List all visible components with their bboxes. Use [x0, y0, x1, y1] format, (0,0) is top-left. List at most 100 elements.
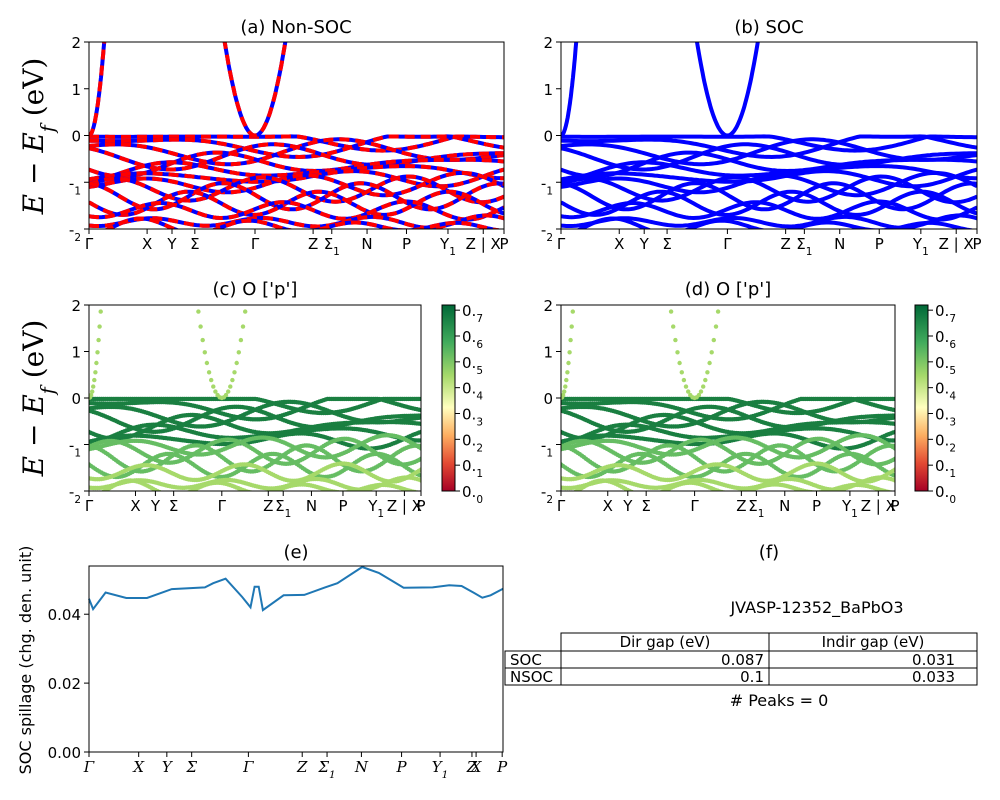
axes-frame — [88, 565, 504, 753]
band-point — [96, 337, 101, 343]
band-point — [565, 494, 569, 498]
panel-c: 210-1-2 Γ X Y Σ Γ Z Σ1 N P Y1 Z | XP — [66, 110, 426, 520]
band-point — [66, 110, 70, 114]
x-tick-label: P — [812, 497, 821, 515]
x-tick-label: P — [890, 497, 899, 515]
band-point — [418, 456, 421, 461]
band-point — [185, 490, 188, 491]
x-tick-label: Y — [162, 758, 174, 776]
subscript: 1 — [851, 508, 858, 520]
band-point — [667, 293, 671, 297]
y-tick-label: -2 — [541, 483, 553, 506]
colorbar-tick-label: 0.4 — [462, 380, 483, 403]
band-point — [573, 275, 577, 279]
x-tick-label: P — [875, 235, 884, 253]
band-point — [556, 389, 560, 393]
band-point — [234, 360, 239, 366]
x-tick-label: P — [972, 235, 981, 253]
band-line-dashed — [89, 213, 504, 229]
band-point — [892, 473, 895, 478]
band-point — [236, 350, 241, 355]
subscript: 3 — [949, 417, 956, 429]
band-point — [574, 256, 578, 260]
band-point — [67, 138, 71, 142]
band-point — [736, 491, 740, 495]
band-point — [101, 275, 105, 279]
band-line-dashed — [89, 174, 504, 205]
band-point — [892, 438, 895, 443]
band-point — [554, 378, 558, 382]
band-point — [681, 377, 687, 383]
band-point — [98, 309, 103, 314]
band-point — [255, 491, 259, 495]
band-point — [892, 396, 895, 402]
y-tick-label: -1 — [69, 174, 81, 197]
band-point — [703, 377, 708, 383]
band-line-dashed — [89, 134, 504, 153]
band-point — [713, 324, 719, 329]
x-tick-label: P — [499, 235, 508, 253]
band-point — [544, 256, 548, 260]
band-point — [249, 256, 253, 260]
x-tick-label: Z — [308, 235, 318, 253]
band-point — [636, 492, 640, 496]
x-tick-label: Σ — [169, 497, 178, 515]
x-tick-label: P — [416, 497, 425, 515]
band-point — [892, 443, 895, 449]
y-tick-label: 1 — [543, 81, 553, 99]
band-point — [566, 360, 571, 366]
y-tick-label: 0.04 — [48, 606, 81, 624]
x-tick-label: Σ1 — [275, 497, 291, 520]
band-point — [240, 324, 246, 329]
x-tick-label: Z | X — [861, 497, 896, 515]
subscript: 4 — [949, 391, 956, 403]
table-row-label: SOC — [510, 651, 542, 669]
band-point — [213, 389, 218, 394]
x-tick-label: Γ — [85, 497, 94, 515]
x-tick-label: P — [402, 235, 411, 253]
subscript: 2 — [74, 494, 81, 506]
band-point — [726, 491, 730, 495]
x-tick-label: Z — [296, 758, 308, 776]
band-point — [555, 384, 559, 388]
x-tick-label: Y — [639, 235, 650, 253]
band-point — [671, 324, 676, 329]
band-point — [892, 421, 895, 427]
band-point — [418, 438, 421, 443]
subscript: 1 — [442, 769, 449, 781]
table-cell: 0.087 — [721, 651, 764, 669]
y-tick-label: 2 — [71, 34, 81, 52]
band-point — [209, 377, 214, 383]
colorbar-tick-label: 0.4 — [935, 380, 956, 403]
x-tick-label: Z — [466, 758, 478, 776]
band-line — [561, 150, 977, 179]
band-point — [83, 384, 87, 388]
y-tick-label: -1 — [69, 437, 81, 460]
band-point — [701, 384, 706, 389]
band-point — [95, 493, 99, 497]
band-point — [548, 324, 552, 328]
panel-f-title: (f) — [759, 542, 779, 563]
colorbar-tick-label: 0.3 — [935, 406, 956, 429]
y-tick-label: 1 — [71, 344, 81, 362]
x-tick-label: Γ — [557, 235, 566, 253]
x-tick-label: Γ — [557, 497, 566, 515]
band-point — [564, 377, 569, 383]
subscript: 5 — [476, 365, 483, 377]
band-point — [569, 324, 574, 329]
colorbar-tick-label: 0.1 — [462, 457, 483, 480]
band-point — [164, 492, 168, 496]
band-point — [253, 491, 257, 495]
band-point — [418, 473, 421, 478]
x-tick-label: Y — [622, 497, 633, 515]
band-point — [732, 491, 736, 495]
x-tick-label: Γ — [218, 497, 227, 515]
subscript: 7 — [949, 313, 956, 325]
bands — [89, 42, 504, 229]
band-point — [70, 213, 74, 217]
band-point — [668, 309, 674, 314]
y-tick-label: -2 — [69, 221, 81, 244]
band-point — [91, 384, 96, 389]
band-point — [418, 429, 421, 435]
